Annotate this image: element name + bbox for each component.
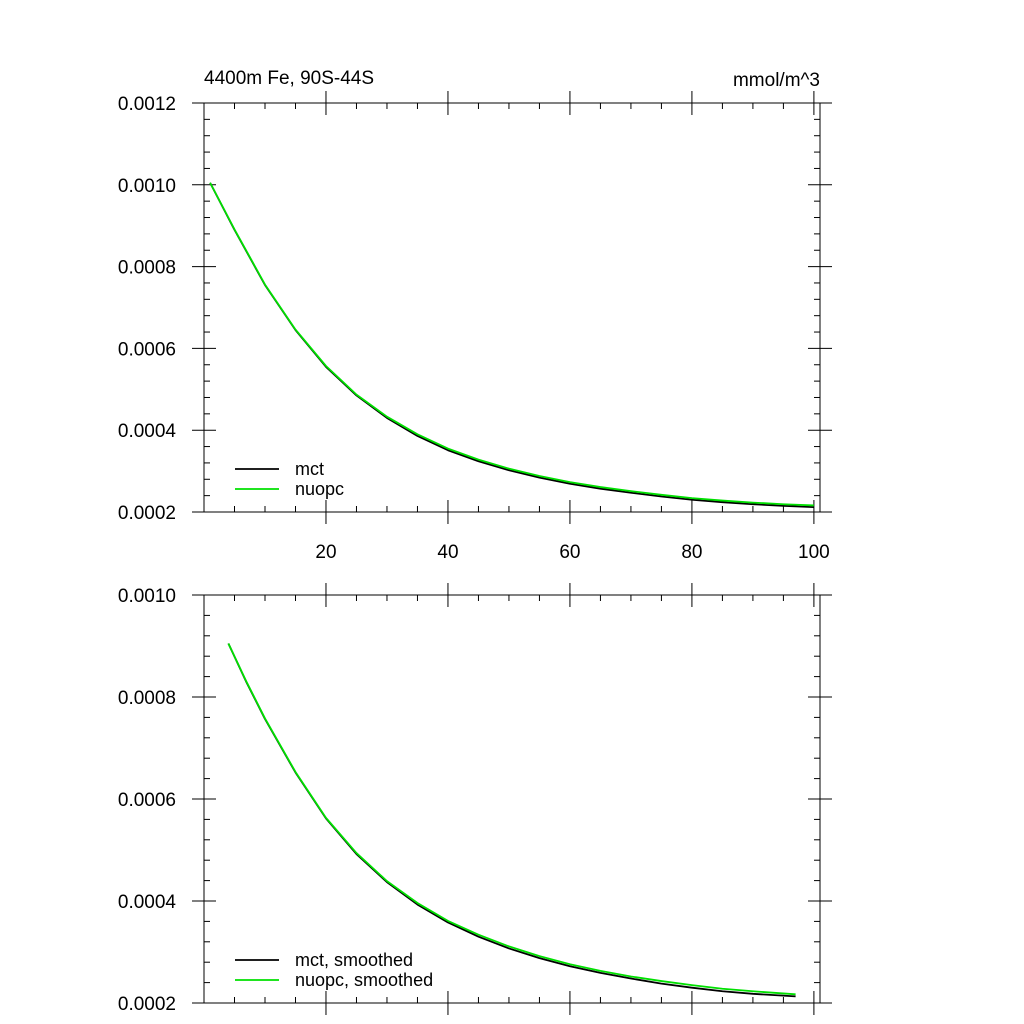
right-title: mmol/m^3 [733,70,820,91]
y-tick-label: 0.0010 [118,586,176,607]
y-tick-label: 0.0002 [118,994,176,1015]
legend-label-0: mct [295,459,324,479]
y-tick-label: 0.0002 [118,503,176,524]
y-tick-label: 0.0006 [118,339,176,360]
panel-top: 20 40 60 80 100 0.0002 0.0004 0.0006 0.0008 0.001… [118,91,832,563]
y-tick-label: 0.0006 [118,790,176,811]
panel-bottom: 0.0002 0.0004 0.0006 0.0008 0.0010 mct, smoot… [118,583,832,1015]
y-tick-label: 0.0010 [118,176,176,197]
y-tick-label: 0.0008 [118,258,176,279]
y-tick-label: 0.0008 [118,688,176,709]
x-tick-label: 60 [559,542,580,563]
x-tick-label: 20 [315,542,336,563]
x-tick-label: 100 [798,542,830,563]
legend-label-0: mct, smoothed [295,950,413,970]
y-tick-label: 0.0004 [118,421,177,442]
x-tick-label: 40 [437,542,458,563]
x-tick-label: 80 [681,542,702,563]
plot-frame [203,102,821,513]
series-line-1 [227,643,796,996]
left-title: 4400m Fe, 90S-44S [204,68,374,89]
y-tick-label: 0.0012 [118,94,176,115]
y-tick-label: 0.0004 [118,892,177,913]
legend-label-1: nuopc, smoothed [295,970,433,990]
series-line-1 [209,182,814,507]
legend-label-1: nuopc [295,479,344,499]
